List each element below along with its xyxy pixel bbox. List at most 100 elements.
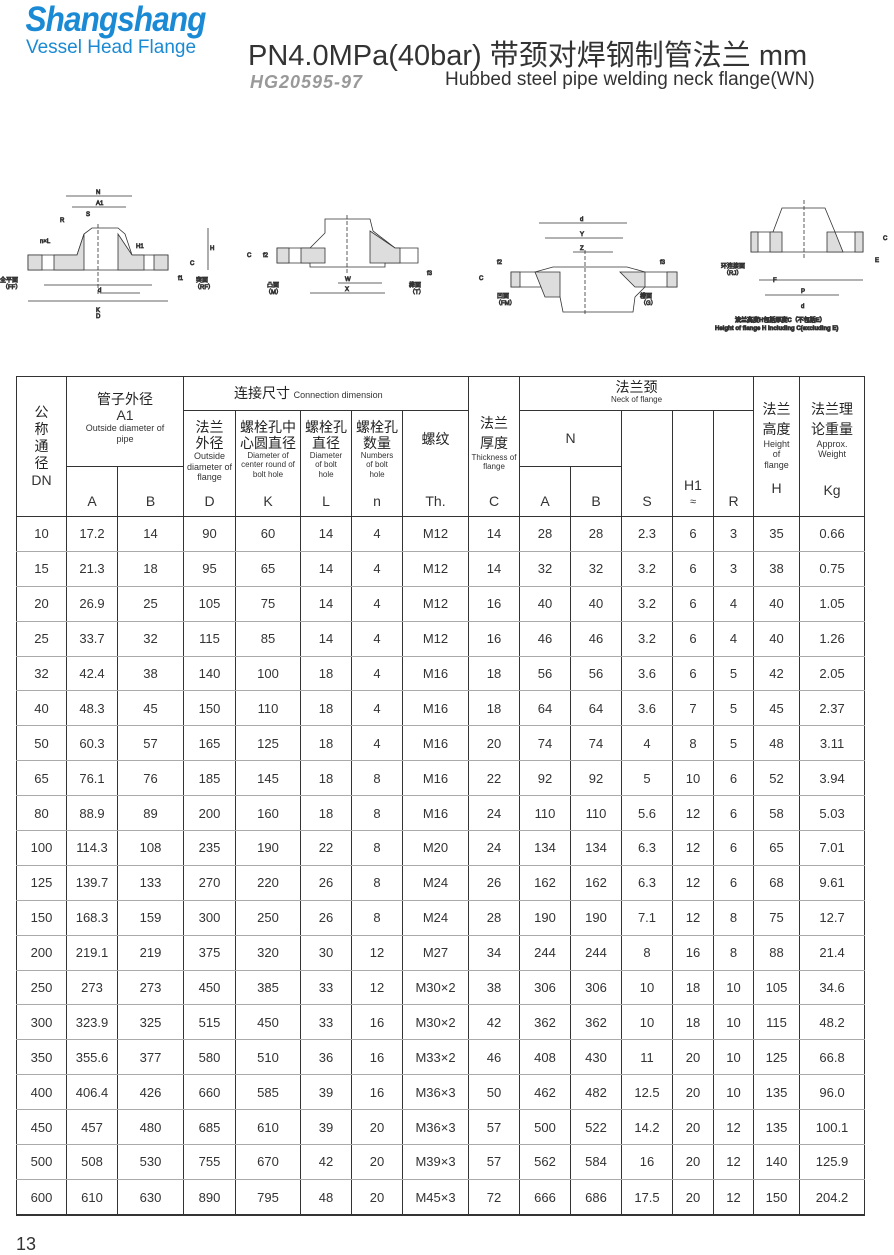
svg-text:N: N [96, 190, 100, 196]
cell-c: 14 [468, 550, 520, 587]
cell-d: 300 [183, 899, 236, 936]
cell-weight: 96.0 [799, 1074, 866, 1111]
cell-h1: 18 [672, 1004, 714, 1041]
cell-h: 68 [753, 864, 801, 901]
cell-neck-b: 74 [570, 725, 622, 762]
cell-neck-a: 306 [519, 969, 571, 1006]
cell-k: 160 [235, 795, 301, 832]
svg-text:f3: f3 [660, 260, 666, 266]
cell-c: 24 [468, 830, 520, 866]
table-row: 125 139.7 133 270 220 26 8 M24 26 162 162 6.3 12 6 68 9… [16, 864, 866, 901]
cell-r: 6 [712, 830, 755, 866]
cell-neck-a: 40 [519, 585, 571, 622]
flange-dimension-table: 公称通径 DN 管子外径 A1 Outside diameter of pipe 连接… [16, 376, 866, 1217]
cell-n: 16 [351, 1074, 403, 1111]
table-row: 65 76.1 76 185 145 18 8 M16 22 92 92 5 10 6 52 3.94 [16, 760, 866, 797]
svg-text:C: C [247, 253, 252, 259]
cell-k: 670 [235, 1144, 301, 1180]
cell-c: 50 [468, 1074, 520, 1111]
cell-l: 42 [300, 1144, 352, 1180]
cell-weight: 1.26 [799, 620, 866, 657]
cell-pipe-a: 219.1 [66, 934, 118, 971]
svg-text:C: C [883, 236, 888, 242]
cell-l: 39 [300, 1074, 352, 1111]
cell-k: 450 [235, 1004, 301, 1041]
cell-thread: M33×2 [402, 1039, 469, 1076]
cell-pipe-a: 26.9 [66, 585, 118, 622]
svg-text:d: d [801, 304, 804, 310]
cell-r: 12 [712, 1178, 755, 1217]
header-neck: 法兰颈 Neck of flange [518, 376, 755, 411]
cell-r: 5 [712, 690, 755, 727]
cell-neck-a: 562 [519, 1144, 571, 1180]
cell-weight: 2.05 [799, 655, 866, 692]
cell-thread: M30×2 [402, 1004, 469, 1041]
cell-neck-a: 666 [519, 1178, 571, 1217]
cell-c: 24 [468, 795, 520, 832]
cell-l: 33 [300, 1004, 352, 1041]
cell-pipe-a: 406.4 [66, 1074, 118, 1111]
cell-h: 135 [753, 1074, 801, 1111]
cell-weight: 34.6 [799, 969, 866, 1006]
cell-neck-a: 74 [519, 725, 571, 762]
cell-k: 145 [235, 760, 301, 797]
cell-k: 110 [235, 690, 301, 727]
svg-text:f3: f3 [427, 271, 433, 277]
cell-neck-a: 500 [519, 1109, 571, 1146]
cell-thread: M30×2 [402, 969, 469, 1006]
cell-l: 26 [300, 864, 352, 901]
diagram-fm-g: d Y Zf2 f3 C 凹面（FM） 槽面（G） [479, 217, 678, 315]
svg-text:法兰高度H包括厚度C（不包括E）: 法兰高度H包括厚度C（不包括E） [735, 316, 826, 324]
cell-neck-a: 462 [519, 1074, 571, 1111]
cell-n: 4 [351, 690, 403, 727]
cell-c: 16 [468, 620, 520, 657]
cell-neck-b: 430 [570, 1039, 622, 1076]
cell-h: 58 [753, 795, 801, 832]
cell-thread: M12 [402, 620, 469, 657]
cell-dn: 600 [16, 1178, 67, 1217]
cell-neck-b: 162 [570, 864, 622, 901]
cell-s: 6.3 [621, 830, 673, 866]
cell-h1: 20 [672, 1109, 714, 1146]
cell-pipe-b: 45 [117, 690, 184, 727]
cell-n: 8 [351, 830, 403, 866]
cell-k: 190 [235, 830, 301, 866]
cell-thread: M16 [402, 725, 469, 762]
svg-text:凸面: 凸面 [267, 282, 279, 289]
cell-thread: M36×3 [402, 1109, 469, 1146]
cell-pipe-b: 426 [117, 1074, 184, 1111]
cell-pipe-a: 139.7 [66, 864, 118, 901]
cell-neck-a: 190 [519, 899, 571, 936]
cell-thread: M16 [402, 690, 469, 727]
cell-weight: 0.66 [799, 516, 866, 552]
svg-text:（M）: （M） [265, 289, 282, 296]
cell-l: 33 [300, 969, 352, 1006]
cell-pipe-a: 323.9 [66, 1004, 118, 1041]
cell-d: 515 [183, 1004, 236, 1041]
cell-dn: 15 [16, 550, 67, 587]
header-K: 螺栓孔中心圆直径 Diameter of center round of bolt… [235, 410, 301, 517]
cell-k: 60 [235, 516, 301, 552]
cell-n: 4 [351, 550, 403, 587]
table-row: 150 168.3 159 300 250 26 8 M24 28 190 190 7.1 12 8 75 1… [16, 899, 866, 936]
cell-thread: M16 [402, 795, 469, 832]
cell-c: 42 [468, 1004, 520, 1041]
cell-pipe-b: 32 [117, 620, 184, 657]
cell-d: 165 [183, 725, 236, 762]
cell-h: 40 [753, 585, 801, 622]
cell-thread: M45×3 [402, 1178, 469, 1217]
cell-h1: 12 [672, 864, 714, 901]
cell-dn: 65 [16, 760, 67, 797]
cell-pipe-b: 18 [117, 550, 184, 587]
cell-pipe-a: 76.1 [66, 760, 118, 797]
cell-d: 890 [183, 1178, 236, 1217]
cell-pipe-a: 33.7 [66, 620, 118, 657]
cell-weight: 21.4 [799, 934, 866, 971]
cell-pipe-b: 133 [117, 864, 184, 901]
svg-text:C: C [479, 276, 484, 282]
cell-l: 18 [300, 725, 352, 762]
svg-text:P: P [801, 289, 805, 295]
cell-pipe-a: 17.2 [66, 516, 118, 552]
cell-k: 220 [235, 864, 301, 901]
cell-neck-a: 32 [519, 550, 571, 587]
